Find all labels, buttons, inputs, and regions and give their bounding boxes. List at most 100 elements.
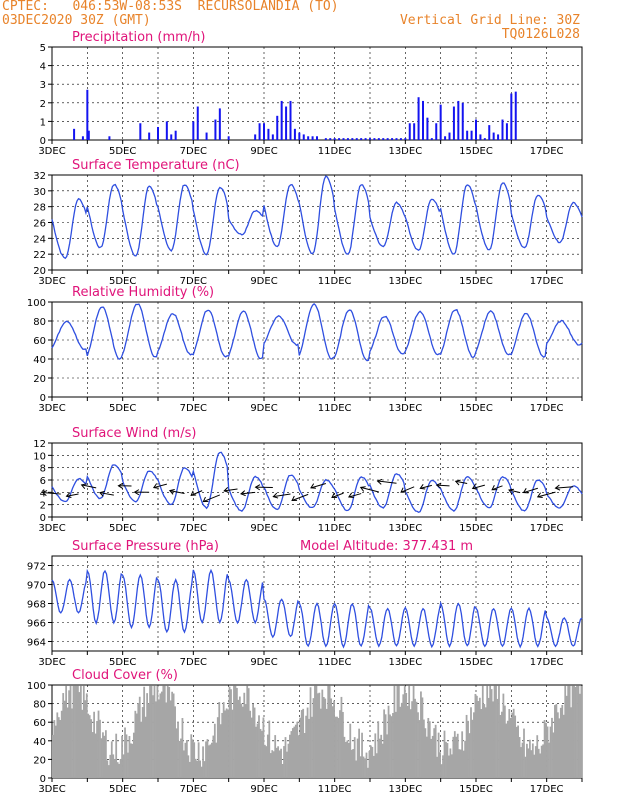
precip-bar <box>307 136 309 140</box>
y-tick-label: 966 <box>27 619 46 630</box>
precip-bar <box>488 125 490 140</box>
x-tick-label: 13DEC <box>388 146 422 157</box>
y-tick-label: 2 <box>40 501 46 512</box>
y-tick-label: 100 <box>27 681 46 692</box>
x-tick-label: 11DEC <box>318 276 352 287</box>
x-tick-label: 13DEC <box>388 276 422 287</box>
precip-bar <box>170 134 172 140</box>
x-tick-label: 3DEC <box>38 784 65 795</box>
wind-arrow <box>292 494 308 500</box>
series-line <box>52 304 582 361</box>
precip-bar <box>426 118 428 140</box>
precip-bar <box>214 120 216 140</box>
x-tick-label: 5DEC <box>109 146 136 157</box>
y-tick-label: 8 <box>40 464 46 475</box>
precip-bar <box>365 138 367 140</box>
x-tick-label: 9DEC <box>250 657 277 668</box>
x-tick-label: 3DEC <box>38 523 65 534</box>
precip-bar <box>206 133 208 140</box>
series-line <box>52 176 582 258</box>
precip-bar <box>108 136 110 140</box>
precip-bar <box>347 138 349 140</box>
precip-bar <box>369 138 371 140</box>
wind-arrow-head <box>538 493 543 498</box>
x-tick-label: 7DEC <box>180 403 207 414</box>
precip-bar <box>276 116 278 140</box>
precip-bar <box>329 138 331 140</box>
y-tick-label: 20 <box>33 374 46 385</box>
panel-2: 202224262830323DEC5DEC7DEC9DEC11DEC13DEC… <box>33 158 582 287</box>
panel-title: Relative Humidity (%) <box>72 285 214 300</box>
precip-bar <box>462 103 464 140</box>
precip-bar <box>263 123 265 140</box>
x-tick-label: 17DEC <box>530 276 564 287</box>
precip-bar <box>457 101 459 140</box>
y-tick-label: 26 <box>33 219 46 230</box>
precip-bar <box>413 123 415 140</box>
y-tick-label: 1 <box>40 117 46 128</box>
precip-bar <box>475 120 477 140</box>
precip-bar <box>400 138 402 140</box>
y-tick-label: 100 <box>27 298 46 309</box>
precip-bar <box>316 136 318 140</box>
precip-bar <box>298 133 300 140</box>
x-tick-label: 11DEC <box>318 657 352 668</box>
precip-bar <box>192 121 194 140</box>
panel-3: 0204060801003DEC5DEC7DEC9DEC11DEC13DEC15… <box>27 285 582 414</box>
x-tick-label: 13DEC <box>388 403 422 414</box>
x-tick-label: 9DEC <box>250 146 277 157</box>
precip-bar <box>373 138 375 140</box>
panel-5: 9649669689709723DEC5DEC7DEC9DEC11DEC13DE… <box>27 539 582 668</box>
x-tick-label: 7DEC <box>180 523 207 534</box>
x-tick-label: 7DEC <box>180 146 207 157</box>
y-tick-label: 30 <box>33 187 46 198</box>
precip-bar <box>148 133 150 140</box>
panel-6: 0204060801003DEC5DEC7DEC9DEC11DEC13DEC15… <box>27 668 582 795</box>
precip-bar <box>312 136 314 140</box>
precip-bar <box>338 138 340 140</box>
series-line <box>52 570 582 647</box>
x-tick-label: 13DEC <box>388 523 422 534</box>
precip-bar <box>325 138 327 140</box>
y-tick-label: 5 <box>40 43 46 54</box>
y-tick-label: 80 <box>33 700 46 711</box>
precip-bar <box>502 120 504 140</box>
x-tick-label: 17DEC <box>530 403 564 414</box>
precip-bar <box>281 101 283 140</box>
x-tick-label: 3DEC <box>38 657 65 668</box>
x-tick-label: 15DEC <box>459 146 493 157</box>
y-tick-label: 3 <box>40 80 46 91</box>
wind-arrow-head <box>311 484 316 489</box>
precip-bar <box>506 123 508 140</box>
precip-bar <box>378 138 380 140</box>
wind-arrow <box>378 481 397 483</box>
x-tick-label: 9DEC <box>250 276 277 287</box>
precip-bar <box>166 121 168 140</box>
x-tick-label: 17DEC <box>530 146 564 157</box>
precip-bar <box>285 107 287 140</box>
y-tick-label: 6 <box>40 476 46 487</box>
precip-bar <box>510 94 512 141</box>
precip-bar <box>88 131 90 140</box>
wind-arrow-head <box>456 480 461 485</box>
x-tick-label: 17DEC <box>530 657 564 668</box>
y-tick-label: 970 <box>27 581 46 592</box>
precip-bar <box>493 133 495 140</box>
x-tick-label: 11DEC <box>318 146 352 157</box>
precip-bar <box>73 129 75 140</box>
precip-bar <box>479 134 481 140</box>
precip-bar <box>444 136 446 140</box>
precip-bar <box>396 138 398 140</box>
x-tick-label: 11DEC <box>318 403 352 414</box>
y-tick-label: 22 <box>33 250 46 261</box>
x-tick-label: 17DEC <box>530 784 564 795</box>
y-tick-label: 4 <box>40 488 46 499</box>
precip-bar <box>139 123 141 140</box>
precip-bar <box>449 133 451 140</box>
precip-bar <box>254 134 256 140</box>
y-tick-label: 20 <box>33 755 46 766</box>
x-tick-label: 17DEC <box>530 523 564 534</box>
wind-arrow <box>437 485 450 486</box>
panel-title: Cloud Cover (%) <box>72 668 178 683</box>
precip-bar <box>418 97 420 140</box>
